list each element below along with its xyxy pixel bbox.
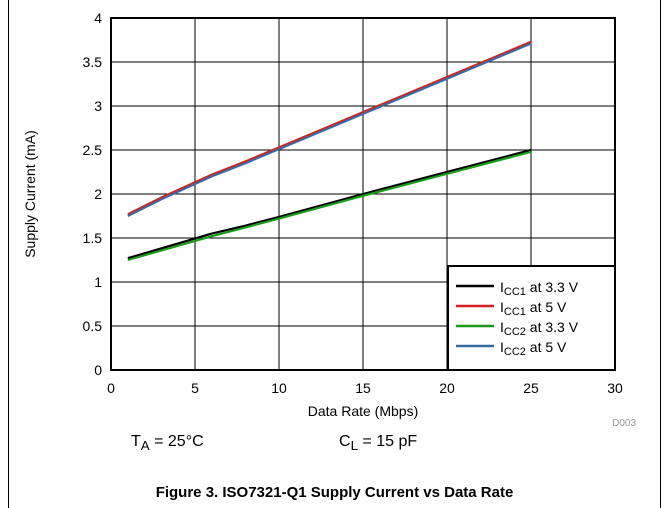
ambient-temperature-condition: TA = 25°C bbox=[131, 433, 204, 454]
legend-entry-label: ICC1 at 5 V bbox=[500, 299, 567, 318]
series-line-4 bbox=[127, 42, 532, 217]
x-tick-label: 0 bbox=[107, 380, 115, 396]
x-axis-label: Data Rate (Mbps) bbox=[308, 403, 418, 419]
test-conditions: TA = 25°C CL = 15 pF bbox=[0, 433, 669, 455]
x-tick-label: 15 bbox=[355, 380, 371, 396]
y-tick-label: 2 bbox=[94, 186, 102, 202]
y-tick-label: 1.5 bbox=[83, 230, 103, 246]
x-tick-label: 25 bbox=[523, 380, 539, 396]
x-tick-label: 10 bbox=[271, 380, 287, 396]
y-tick-label: 0.5 bbox=[83, 318, 103, 334]
figure-caption: Figure 3. ISO7321-Q1 Supply Current vs D… bbox=[155, 484, 514, 501]
y-tick-label: 3 bbox=[94, 98, 102, 114]
y-tick-label: 2.5 bbox=[83, 142, 103, 158]
supply-current-chart: 0 0.5 1 1.5 2 2.5 3 3.5 4 0 5 10 15 20 25 30 Data Rate… bbox=[22, 10, 636, 429]
legend-entry-label: ICC1 at 3.3 V bbox=[500, 279, 579, 298]
y-tick-label: 4 bbox=[94, 10, 102, 26]
data-series bbox=[127, 40, 532, 262]
y-tick-label: 0 bbox=[94, 362, 102, 378]
series-line-1 bbox=[127, 148, 532, 260]
y-tick-label: 1 bbox=[94, 274, 102, 290]
series-line-2 bbox=[127, 40, 532, 216]
y-tick-label: 3.5 bbox=[83, 54, 103, 70]
legend-entry-label: ICC2 at 3.3 V bbox=[500, 319, 579, 338]
frame-left-border bbox=[8, 0, 9, 508]
x-tick-label: 5 bbox=[191, 380, 199, 396]
y-tick-labels: 0 0.5 1 1.5 2 2.5 3 3.5 4 bbox=[83, 10, 103, 378]
plot-area-border bbox=[110, 17, 616, 371]
legend-entry-label: ICC2 at 5 V bbox=[500, 339, 567, 358]
y-axis-label: Supply Current (mA) bbox=[22, 130, 38, 258]
series-line-3 bbox=[127, 150, 532, 262]
figure-code-label: D003 bbox=[612, 418, 636, 429]
legend-box bbox=[447, 265, 616, 371]
x-tick-label: 20 bbox=[439, 380, 455, 396]
x-tick-label: 30 bbox=[607, 380, 623, 396]
load-capacitance-condition: CL = 15 pF bbox=[339, 433, 418, 454]
frame-right-border bbox=[660, 0, 661, 508]
x-tick-labels: 0 5 10 15 20 25 30 bbox=[107, 380, 623, 396]
